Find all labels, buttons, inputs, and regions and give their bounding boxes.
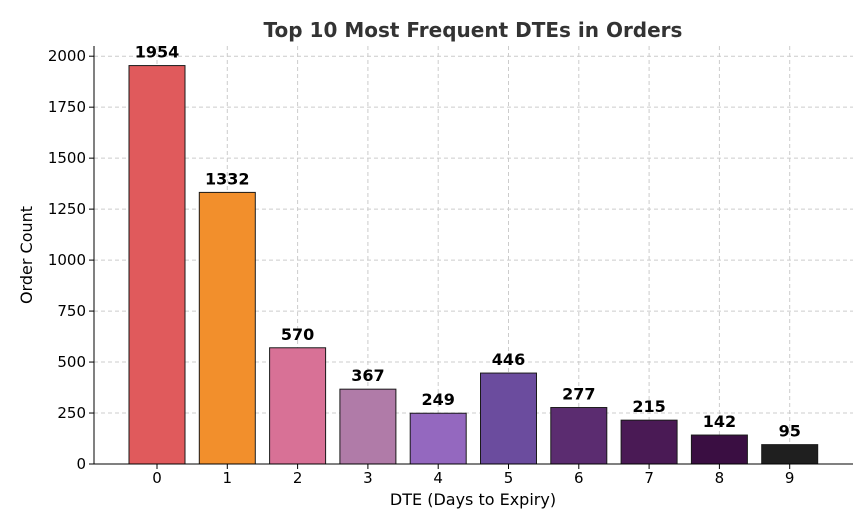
- y-axis-label: Order Count: [17, 206, 36, 304]
- value-label-6: 277: [562, 385, 595, 404]
- y-tick-label: 500: [57, 353, 86, 371]
- chart-title: Top 10 Most Frequent DTEs in Orders: [264, 18, 683, 42]
- bar-0: [128, 65, 186, 465]
- axes: [93, 46, 853, 465]
- x-tick-label-8: 8: [715, 469, 725, 487]
- bar-5: [480, 372, 537, 465]
- y-tick-label: 1250: [48, 200, 86, 218]
- bar-6: [550, 407, 608, 465]
- x-tick-label-1: 1: [223, 469, 233, 487]
- value-label-5: 446: [492, 350, 525, 369]
- x-tick-label-2: 2: [293, 469, 303, 487]
- x-tick-label-6: 6: [574, 469, 584, 487]
- value-label-7: 215: [632, 397, 665, 416]
- y-tick-label: 0: [76, 455, 86, 473]
- x-axis-ticks: 0 1 2 3 4 5 6 7 8 9: [152, 464, 794, 487]
- value-label-3: 367: [351, 366, 384, 385]
- x-tick-label-9: 9: [785, 469, 795, 487]
- x-tick-label-3: 3: [363, 469, 373, 487]
- y-axis-ticks: 0 250 500 750 1000 1250 1500 1750 2000: [48, 47, 94, 473]
- bar-4: [409, 412, 467, 465]
- bar-8: [690, 434, 748, 465]
- x-tick-label-7: 7: [644, 469, 654, 487]
- value-label-9: 95: [779, 422, 801, 441]
- value-label-2: 570: [281, 325, 314, 344]
- x-tick-label-0: 0: [152, 469, 162, 487]
- y-tick-label: 1500: [48, 149, 86, 167]
- bar-9: [761, 444, 819, 465]
- y-tick-label: 1000: [48, 251, 86, 269]
- bars: [128, 65, 819, 465]
- x-tick-label-5: 5: [504, 469, 514, 487]
- bar-3: [339, 388, 397, 465]
- y-tick-label: 1750: [48, 98, 86, 116]
- value-label-4: 249: [421, 390, 454, 409]
- x-tick-label-4: 4: [433, 469, 443, 487]
- y-tick-label: 250: [57, 404, 86, 422]
- y-tick-label: 750: [57, 302, 86, 320]
- value-label-1: 1332: [205, 169, 250, 188]
- value-label-8: 142: [703, 412, 736, 431]
- x-axis-label: DTE (Days to Expiry): [390, 490, 556, 509]
- value-label-0: 1954: [135, 43, 180, 62]
- value-labels: 1954 1332 570 367 249 446 277 215 142 95: [135, 43, 801, 441]
- y-tick-label: 2000: [48, 47, 86, 65]
- bar-2: [269, 347, 327, 465]
- bar-7: [620, 419, 678, 465]
- bar-1: [198, 191, 256, 465]
